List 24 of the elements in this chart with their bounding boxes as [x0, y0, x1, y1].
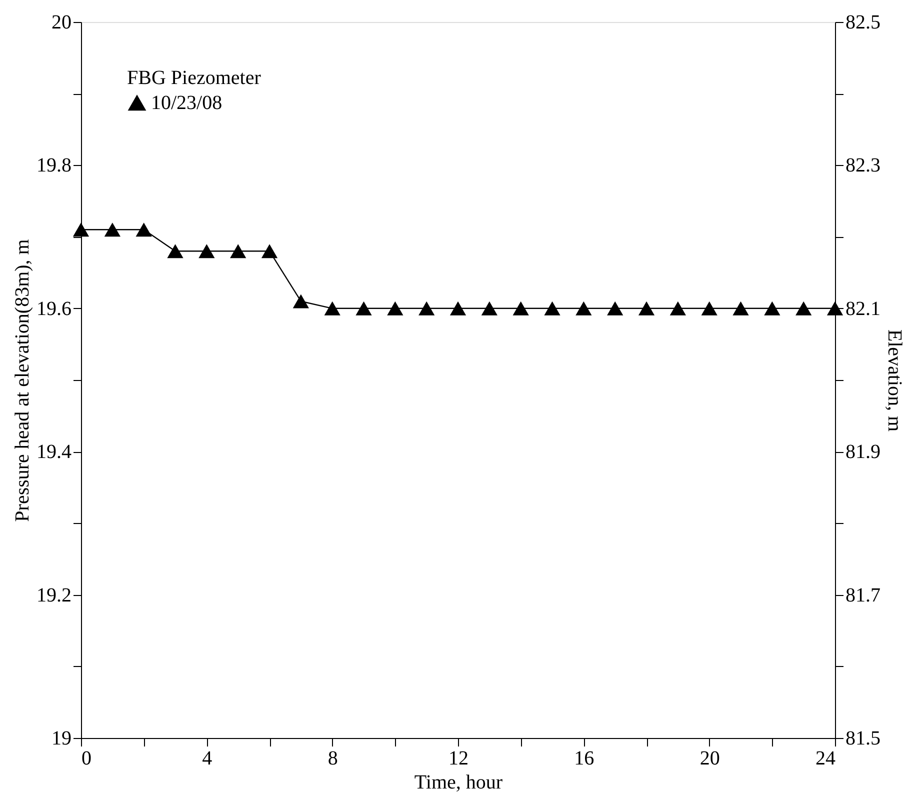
y2-tick-label: 81.7 — [846, 584, 880, 606]
y-tick-label: 19.6 — [36, 298, 72, 320]
x-tick-label: 0 — [82, 748, 92, 770]
x-axis-title: Time, hour — [414, 772, 503, 794]
x-tick-label: 16 — [574, 748, 594, 770]
y2-axis-title: Elevation, m — [884, 329, 906, 432]
y-tick-label: 20 — [52, 12, 72, 34]
y2-tick-label: 81.5 — [846, 728, 880, 750]
y-axis-title: Pressure head at elevation(83m), m — [12, 238, 34, 522]
x-tick-label: 12 — [448, 748, 468, 770]
x-tick-label: 4 — [202, 748, 212, 770]
legend-label: 10/23/08 — [151, 92, 222, 114]
y2-tick-label: 81.9 — [846, 441, 880, 464]
x-tick-label: 24 — [816, 748, 836, 770]
y2-tick-label: 82.3 — [846, 154, 880, 177]
x-tick-label: 8 — [328, 748, 338, 770]
y-tick-label: 19.4 — [36, 441, 72, 464]
y-tick-label: 19.2 — [36, 584, 72, 606]
x-tick-label: 20 — [700, 748, 720, 770]
y-tick-label: 19 — [52, 728, 72, 750]
y2-tick-label: 82.5 — [846, 12, 880, 34]
legend-title: FBG Piezometer — [127, 67, 262, 89]
y2-tick-label: 82.1 — [846, 298, 880, 320]
y-tick-label: 19.8 — [36, 154, 72, 177]
